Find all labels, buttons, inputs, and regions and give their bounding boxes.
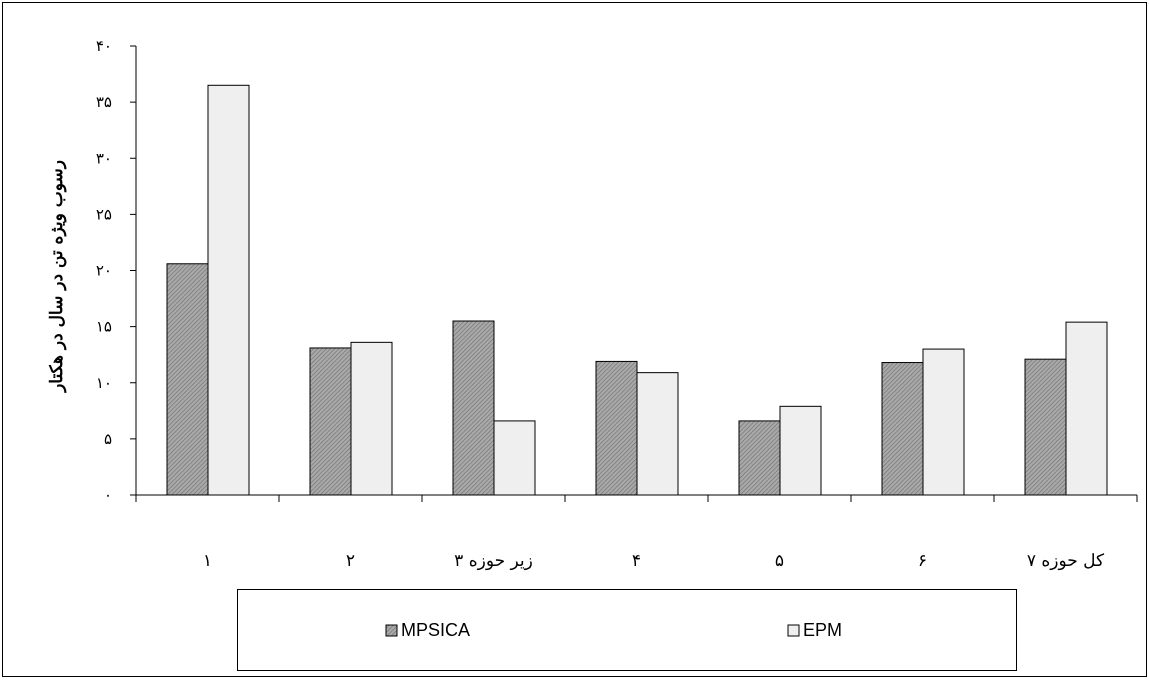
y-tick-label: ۱۰: [96, 374, 112, 392]
bar-mpsica: [738, 420, 781, 496]
bar-mpsica: [166, 263, 209, 496]
bar-mpsica: [1024, 358, 1067, 496]
bar-mpsica: [881, 362, 924, 496]
x-tick-label: کل حوزه ۷: [1027, 551, 1105, 571]
bar-epm: [350, 341, 393, 496]
y-tick-label: ۴۰: [96, 37, 112, 55]
legend-frame: [237, 589, 1017, 671]
y-axis-title: رسوب ویژه تن در سال در هکتار: [47, 160, 67, 394]
bar-epm: [207, 84, 250, 496]
x-tick-label: ۴: [632, 551, 641, 571]
x-tick-label: ۶: [918, 551, 927, 571]
plot-area: ۰ ۵ ۱۰ ۱۵ ۲۰ ۲۵ ۳۰ ۳۵ ۴۰ ۱ ۲ زیر حوزه ۳ ۴ ۵ ۶ کل حوزه ۷: [96, 37, 1138, 571]
y-tick-label: ۱۵: [96, 318, 112, 336]
bar-epm: [779, 405, 822, 496]
legend: MPSICA EPM: [237, 589, 1017, 671]
y-tick-label: ۳۰: [96, 149, 112, 167]
legend-label-mpsica: MPSICA: [401, 620, 470, 640]
legend-label-epm: EPM: [803, 620, 842, 640]
x-tick-label: ۱: [203, 551, 212, 571]
bar-mpsica: [452, 320, 495, 496]
bar-epm: [636, 372, 679, 496]
x-tick-label: زیر حوزه ۳: [454, 551, 533, 571]
y-tick-label: ۲۰: [96, 262, 112, 280]
bar-mpsica: [595, 360, 638, 496]
bar-epm: [922, 348, 965, 496]
y-tick-label: ۰: [104, 486, 112, 504]
legend-item-epm: EPM: [787, 620, 842, 640]
x-tick-label: ۲: [346, 551, 355, 571]
y-tick-label: ۲۵: [96, 205, 112, 223]
y-tick-label: ۳۵: [96, 93, 112, 111]
legend-swatch-epm: [787, 624, 800, 637]
bar-mpsica: [309, 347, 352, 496]
bar-epm: [1065, 321, 1108, 496]
legend-swatch-mpsica: [385, 624, 398, 637]
legend-item-mpsica: MPSICA: [385, 620, 470, 640]
bar-epm: [493, 420, 536, 496]
x-tick-label: ۵: [775, 551, 784, 571]
y-tick-label: ۵: [104, 430, 112, 448]
